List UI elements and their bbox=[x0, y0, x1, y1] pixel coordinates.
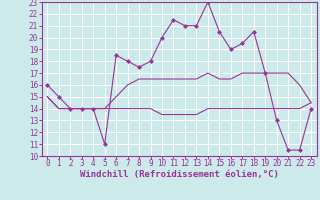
X-axis label: Windchill (Refroidissement éolien,°C): Windchill (Refroidissement éolien,°C) bbox=[80, 170, 279, 179]
